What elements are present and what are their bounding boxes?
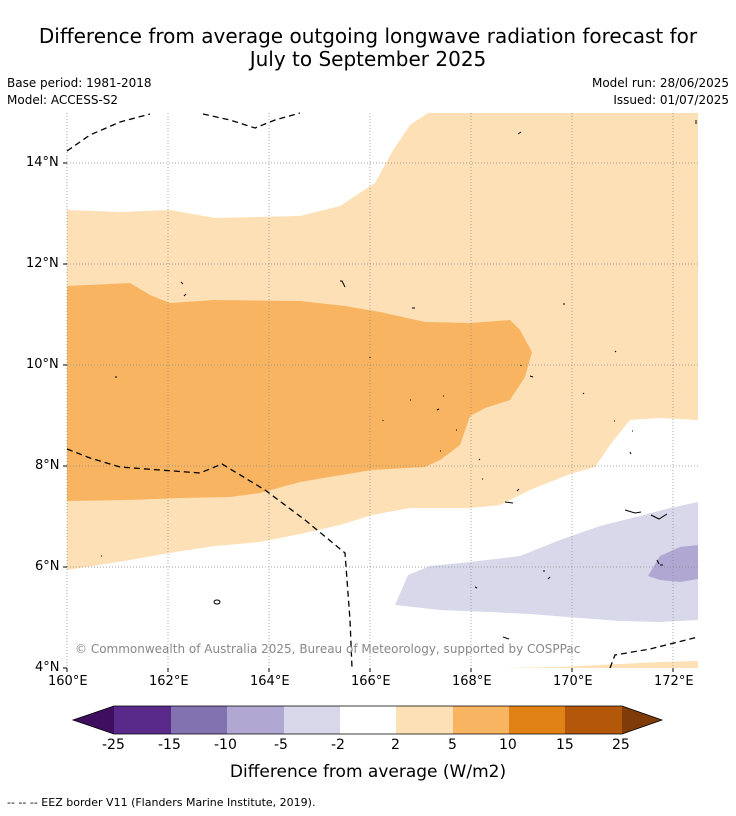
colorbar-bin-minus10-to-minus5 — [227, 706, 284, 734]
lon-label-162e: 162°E — [149, 674, 189, 689]
colorbar-bin-2-to-5 — [396, 706, 453, 734]
colorbar-bin-minus15-to-minus10 — [171, 706, 228, 734]
lon-label-164e: 164°E — [250, 674, 290, 689]
colorbar-bin-15-to-25 — [565, 706, 622, 734]
lat-label-14n: 14°N — [26, 155, 59, 170]
island — [624, 509, 668, 520]
island — [101, 555, 221, 605]
lon-label-172e: 172°E — [654, 674, 694, 689]
colorbar-tick-minus25: -25 — [102, 737, 125, 753]
island — [517, 131, 522, 135]
colorbar-tick-minus10: -10 — [214, 737, 237, 753]
colorbar-bin-5-to-10 — [453, 706, 510, 734]
colorbar-bin-minus2-to-2 — [340, 706, 397, 734]
colorbar-extend-max — [622, 706, 662, 734]
eez-borders — [66, 112, 699, 669]
eez-border-north — [202, 112, 301, 129]
colorbar-tick-10: 10 — [499, 737, 517, 753]
colorbar-tick-minus2: -2 — [331, 737, 345, 753]
anomaly-region-bottom-sliver — [500, 661, 698, 668]
lat-label-8n: 8°N — [35, 458, 60, 473]
colorbar-tick-15: 15 — [556, 737, 574, 753]
island — [482, 478, 520, 504]
model-run: Model run: 28/06/2025 — [591, 76, 729, 90]
anomaly-region-minus5-to-minus2 — [395, 502, 698, 622]
eez-border-north-west — [66, 113, 151, 152]
island — [474, 559, 663, 589]
lon-label-168e: 168°E — [452, 674, 492, 689]
anomaly-region-5-to-10 — [67, 283, 532, 501]
colorbar-extend-min — [73, 706, 114, 734]
issued-date: Issued: 01/07/2025 — [613, 93, 729, 107]
lon-label-166e: 166°E — [351, 674, 391, 689]
lat-label-4n: 4°N — [35, 660, 60, 675]
island — [382, 395, 444, 421]
colorbar-bin-10-to-15 — [509, 706, 566, 734]
chart-title-line1: Difference from average outgoing longwav… — [38, 24, 698, 48]
island — [180, 280, 346, 297]
lat-label-12n: 12°N — [26, 256, 59, 271]
colorbar-tick-25: 25 — [612, 737, 630, 753]
colorbar-bin-minus5-to-minus2 — [284, 706, 341, 734]
map-panel: © Commonwealth of Australia 2025, Bureau… — [63, 112, 699, 672]
lon-label-170e: 170°E — [553, 674, 593, 689]
eez-border-central — [66, 448, 353, 669]
lat-label-6n: 6°N — [35, 559, 60, 574]
colorbar — [71, 705, 664, 735]
lon-label-160e: 160°E — [48, 674, 88, 689]
island — [115, 357, 585, 395]
lat-label-10n: 10°N — [26, 357, 59, 372]
base-period: Base period: 1981-2018 — [7, 76, 152, 90]
copyright-text: © Commonwealth of Australia 2025, Bureau… — [75, 642, 580, 656]
colorbar-tick-minus15: -15 — [158, 737, 181, 753]
chart-title-line2: July to September 2025 — [249, 47, 487, 71]
colorbar-tick-5: 5 — [448, 737, 457, 753]
island — [412, 303, 617, 353]
island — [440, 420, 633, 461]
eez-border-south-east — [609, 636, 699, 669]
island — [502, 636, 510, 640]
colorbar-tick-2: 2 — [391, 737, 400, 753]
colorbar-bin-minus25-to-minus15 — [114, 706, 171, 734]
colorbar-title: Difference from average (W/m2) — [229, 762, 507, 782]
gridlines — [66, 113, 698, 668]
colorbar-tick-minus5: -5 — [274, 737, 288, 753]
islands — [101, 120, 697, 640]
axis-ticks — [63, 162, 674, 672]
model-name: Model: ACCESS-S2 — [7, 93, 119, 107]
colorbar-outline — [71, 705, 664, 735]
eez-footnote: -- -- -- EEZ border V11 (Flanders Marine… — [7, 796, 316, 809]
